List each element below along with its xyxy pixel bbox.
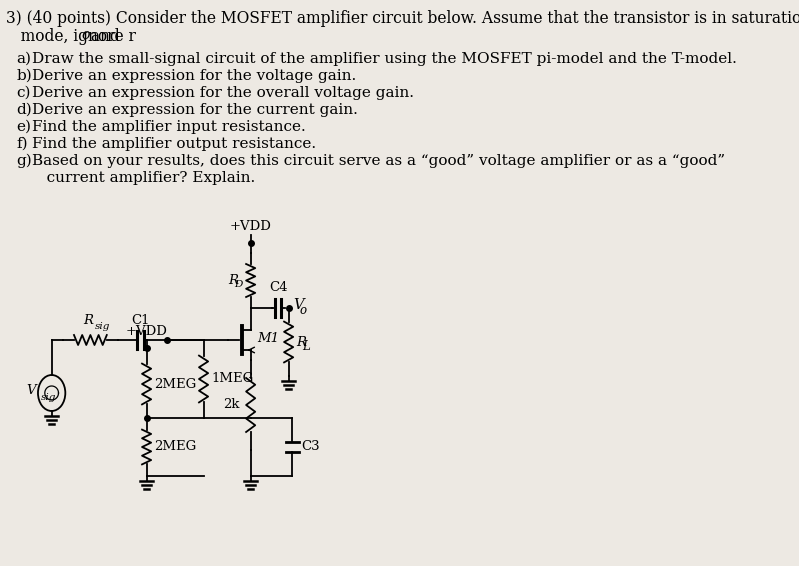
Text: mode, ignore r: mode, ignore r bbox=[6, 28, 136, 45]
Text: L: L bbox=[302, 340, 310, 353]
Text: V: V bbox=[26, 384, 36, 397]
Text: 2k: 2k bbox=[224, 398, 240, 411]
Text: sig: sig bbox=[41, 392, 57, 401]
Text: 1MEG: 1MEG bbox=[211, 372, 253, 385]
Text: C3: C3 bbox=[301, 440, 320, 453]
Text: c): c) bbox=[17, 86, 31, 100]
Text: e): e) bbox=[17, 120, 32, 134]
Text: Derive an expression for the current gain.: Derive an expression for the current gai… bbox=[32, 103, 358, 117]
Text: Based on your results, does this circuit serve as a “good” voltage amplifier or : Based on your results, does this circuit… bbox=[32, 154, 725, 168]
Text: D: D bbox=[234, 280, 242, 289]
Text: C4: C4 bbox=[269, 281, 288, 294]
Text: R: R bbox=[228, 274, 238, 287]
Text: +VDD: +VDD bbox=[125, 325, 168, 338]
Text: d): d) bbox=[17, 103, 33, 117]
Text: C1: C1 bbox=[131, 314, 149, 327]
Text: a): a) bbox=[17, 52, 32, 66]
Text: g): g) bbox=[17, 154, 33, 169]
Text: +VDD: +VDD bbox=[230, 220, 272, 233]
Text: b): b) bbox=[17, 69, 33, 83]
Text: o: o bbox=[300, 303, 306, 316]
Text: and: and bbox=[85, 28, 120, 45]
Text: Derive an expression for the overall voltage gain.: Derive an expression for the overall vol… bbox=[32, 86, 414, 100]
Text: current amplifier? Explain.: current amplifier? Explain. bbox=[32, 171, 255, 185]
Text: Draw the small-signal circuit of the amplifier using the MOSFET pi-model and the: Draw the small-signal circuit of the amp… bbox=[32, 52, 737, 66]
Text: f): f) bbox=[17, 137, 28, 151]
Text: Derive an expression for the voltage gain.: Derive an expression for the voltage gai… bbox=[32, 69, 356, 83]
Text: sig: sig bbox=[95, 322, 110, 331]
Text: Find the amplifier input resistance.: Find the amplifier input resistance. bbox=[32, 120, 306, 134]
Text: R: R bbox=[83, 314, 93, 327]
Text: 2MEG: 2MEG bbox=[154, 440, 197, 453]
Text: 2MEG: 2MEG bbox=[154, 378, 197, 391]
Text: V: V bbox=[293, 298, 304, 312]
Text: Find the amplifier output resistance.: Find the amplifier output resistance. bbox=[32, 137, 316, 151]
Text: o: o bbox=[81, 28, 89, 42]
Text: 3) (40 points) Consider the MOSFET amplifier circuit below. Assume that the tran: 3) (40 points) Consider the MOSFET ampli… bbox=[6, 10, 799, 27]
Text: R: R bbox=[296, 336, 306, 349]
Text: M1: M1 bbox=[256, 332, 279, 345]
